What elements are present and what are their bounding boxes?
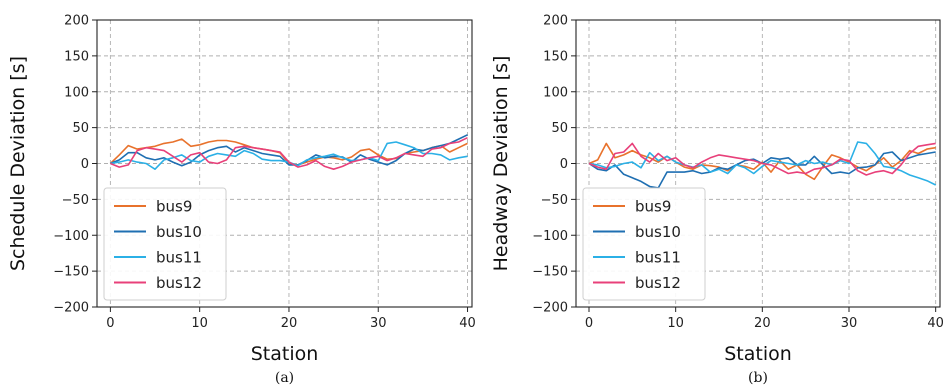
x-tick-label: 20 [754,316,771,331]
y-tick-label: −200 [532,301,568,316]
y-tick-label: −50 [541,193,568,208]
panel-caption: (a) [275,370,294,386]
y-tick-label: 0 [560,157,568,172]
y-tick-label: −150 [532,265,568,280]
x-tick-label: 30 [841,316,858,331]
y-tick-label: −100 [53,229,89,244]
legend-label-bus9: bus9 [635,198,671,216]
legend-label-bus10: bus10 [156,223,202,241]
legend-label-bus12: bus12 [156,274,202,292]
y-tick-label: 100 [543,85,568,100]
series-group [588,141,937,189]
y-tick-label: −50 [62,193,89,208]
x-tick-label: 0 [585,316,593,331]
x-tick-label: 30 [370,316,387,331]
legend-label-bus12: bus12 [635,274,681,292]
y-tick-label: −150 [53,265,89,280]
panel-caption: (b) [748,370,768,386]
y-axis-label: Headway Deviation [s] [490,56,512,272]
series-line-bus9 [109,138,468,166]
series-line-bus10 [110,134,468,167]
legend-label-bus9: bus9 [156,198,192,216]
x-tick-label: 40 [927,316,943,331]
y-tick-label: 150 [64,49,89,64]
series-line-bus12 [588,142,936,176]
y-tick-label: −200 [53,301,89,316]
x-tick-label: 40 [459,316,476,331]
series-group [109,134,468,170]
x-tick-label: 20 [281,316,298,331]
legend-box [103,187,227,301]
y-axis-label: Schedule Deviation [s] [7,56,29,271]
y-tick-label: 200 [543,14,568,29]
series-line-bus11 [588,141,937,186]
legend-label-bus10: bus10 [635,223,681,241]
x-tick-label: 10 [191,316,208,331]
y-tick-label: 200 [64,14,89,29]
chart-panel-2: 0 10 20 30 40 −200 −150 −100 −50 0 50 100 150 200 Stat… [490,14,943,387]
y-tick-label: 0 [81,157,89,172]
y-tick-label: 50 [551,121,568,136]
x-tick-label: 10 [667,316,684,331]
legend-box [582,187,706,301]
y-tick-label: 150 [543,49,568,64]
x-axis-label: Station [724,343,792,365]
x-tick-label: 0 [106,316,114,331]
chart-panel-1: 0 10 20 30 40 −200 −150 −100 −50 0 50 100 150 200 Stat… [7,14,476,387]
legend-label-bus11: bus11 [156,249,202,267]
legend-label-bus11: bus11 [635,249,681,267]
legend: bus9 bus10 bus11 bus12 [582,187,706,301]
x-axis-label: Station [251,343,319,365]
y-tick-label: 50 [72,121,89,136]
series-line-bus12 [110,136,468,170]
legend: bus9 bus10 bus11 bus12 [103,187,227,301]
y-tick-label: 100 [64,85,89,100]
y-tick-label: −100 [532,229,568,244]
